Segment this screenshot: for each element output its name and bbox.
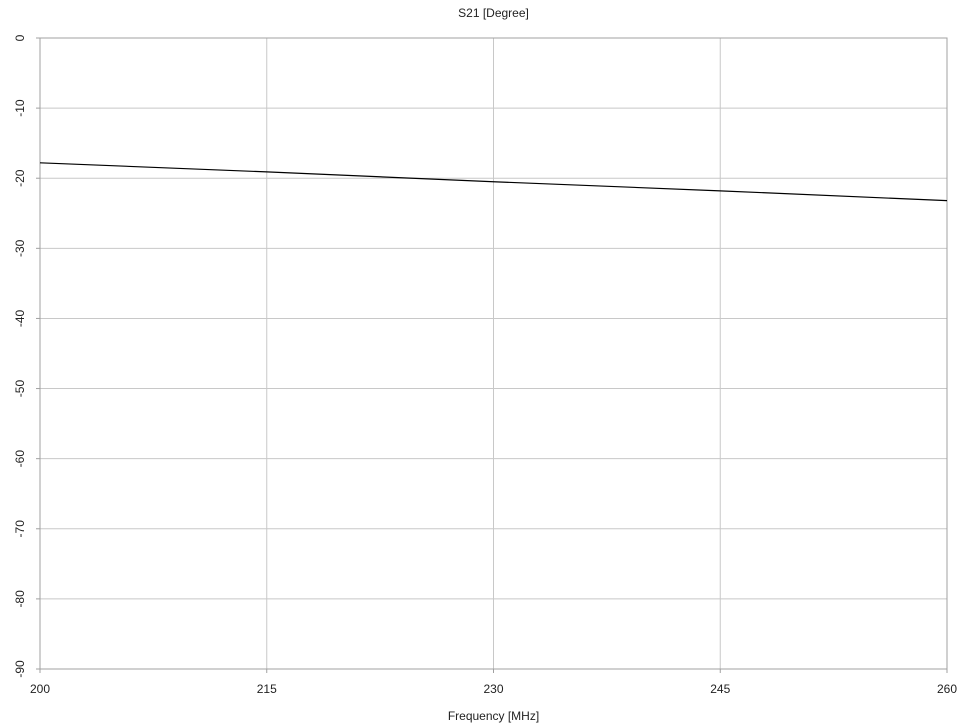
chart-title: S21 [Degree] bbox=[458, 6, 529, 20]
y-tick-label: -50 bbox=[13, 380, 27, 398]
y-tick-label: -40 bbox=[13, 309, 27, 327]
y-tick-label: -60 bbox=[13, 450, 27, 468]
x-tick-label: 260 bbox=[937, 682, 957, 696]
y-tick-label: -80 bbox=[13, 590, 27, 608]
y-tick-label: -90 bbox=[13, 660, 27, 678]
x-tick-label: 200 bbox=[30, 682, 50, 696]
y-tick-label: -10 bbox=[13, 99, 27, 117]
y-tick-label: -70 bbox=[13, 520, 27, 538]
x-axis-ticks: 200 215 230 245 260 bbox=[30, 669, 957, 696]
y-axis-ticks: 0 -10 -20 -30 -40 -50 -60 -70 -80 -90 bbox=[13, 34, 40, 678]
x-tick-label: 215 bbox=[257, 682, 277, 696]
series-layer bbox=[39, 162, 948, 202]
x-tick-label: 230 bbox=[483, 682, 503, 696]
x-tick-label: 245 bbox=[710, 682, 730, 696]
y-tick-label: -20 bbox=[13, 169, 27, 187]
y-tick-label: -30 bbox=[13, 239, 27, 257]
grid bbox=[39, 37, 948, 670]
x-axis-label: Frequency [MHz] bbox=[448, 709, 539, 723]
y-tick-label: 0 bbox=[13, 34, 27, 41]
series-line bbox=[39, 162, 948, 202]
